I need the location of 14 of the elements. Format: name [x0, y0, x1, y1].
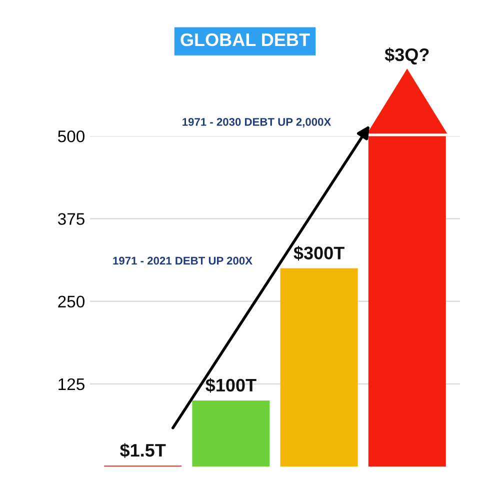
annotation: 1971 - 2021 DEBT UP 200X	[113, 256, 252, 265]
bar	[280, 268, 358, 467]
bar	[368, 136, 446, 467]
data-label: $300T	[294, 246, 344, 261]
data-label: $1.5T	[120, 443, 166, 458]
y-tick-label: 125	[58, 378, 84, 390]
y-tick-label: 500	[58, 130, 84, 142]
data-label: $100T	[206, 378, 256, 393]
y-tick-label: 250	[58, 296, 84, 308]
text: $3Q?	[384, 48, 429, 64]
text: 1971 - 2030 DEBT UP 2,000X	[182, 118, 332, 128]
chart-title: GLOBAL DEBT	[180, 33, 310, 46]
y-tick-label: 375	[58, 213, 84, 225]
bar	[192, 400, 270, 467]
